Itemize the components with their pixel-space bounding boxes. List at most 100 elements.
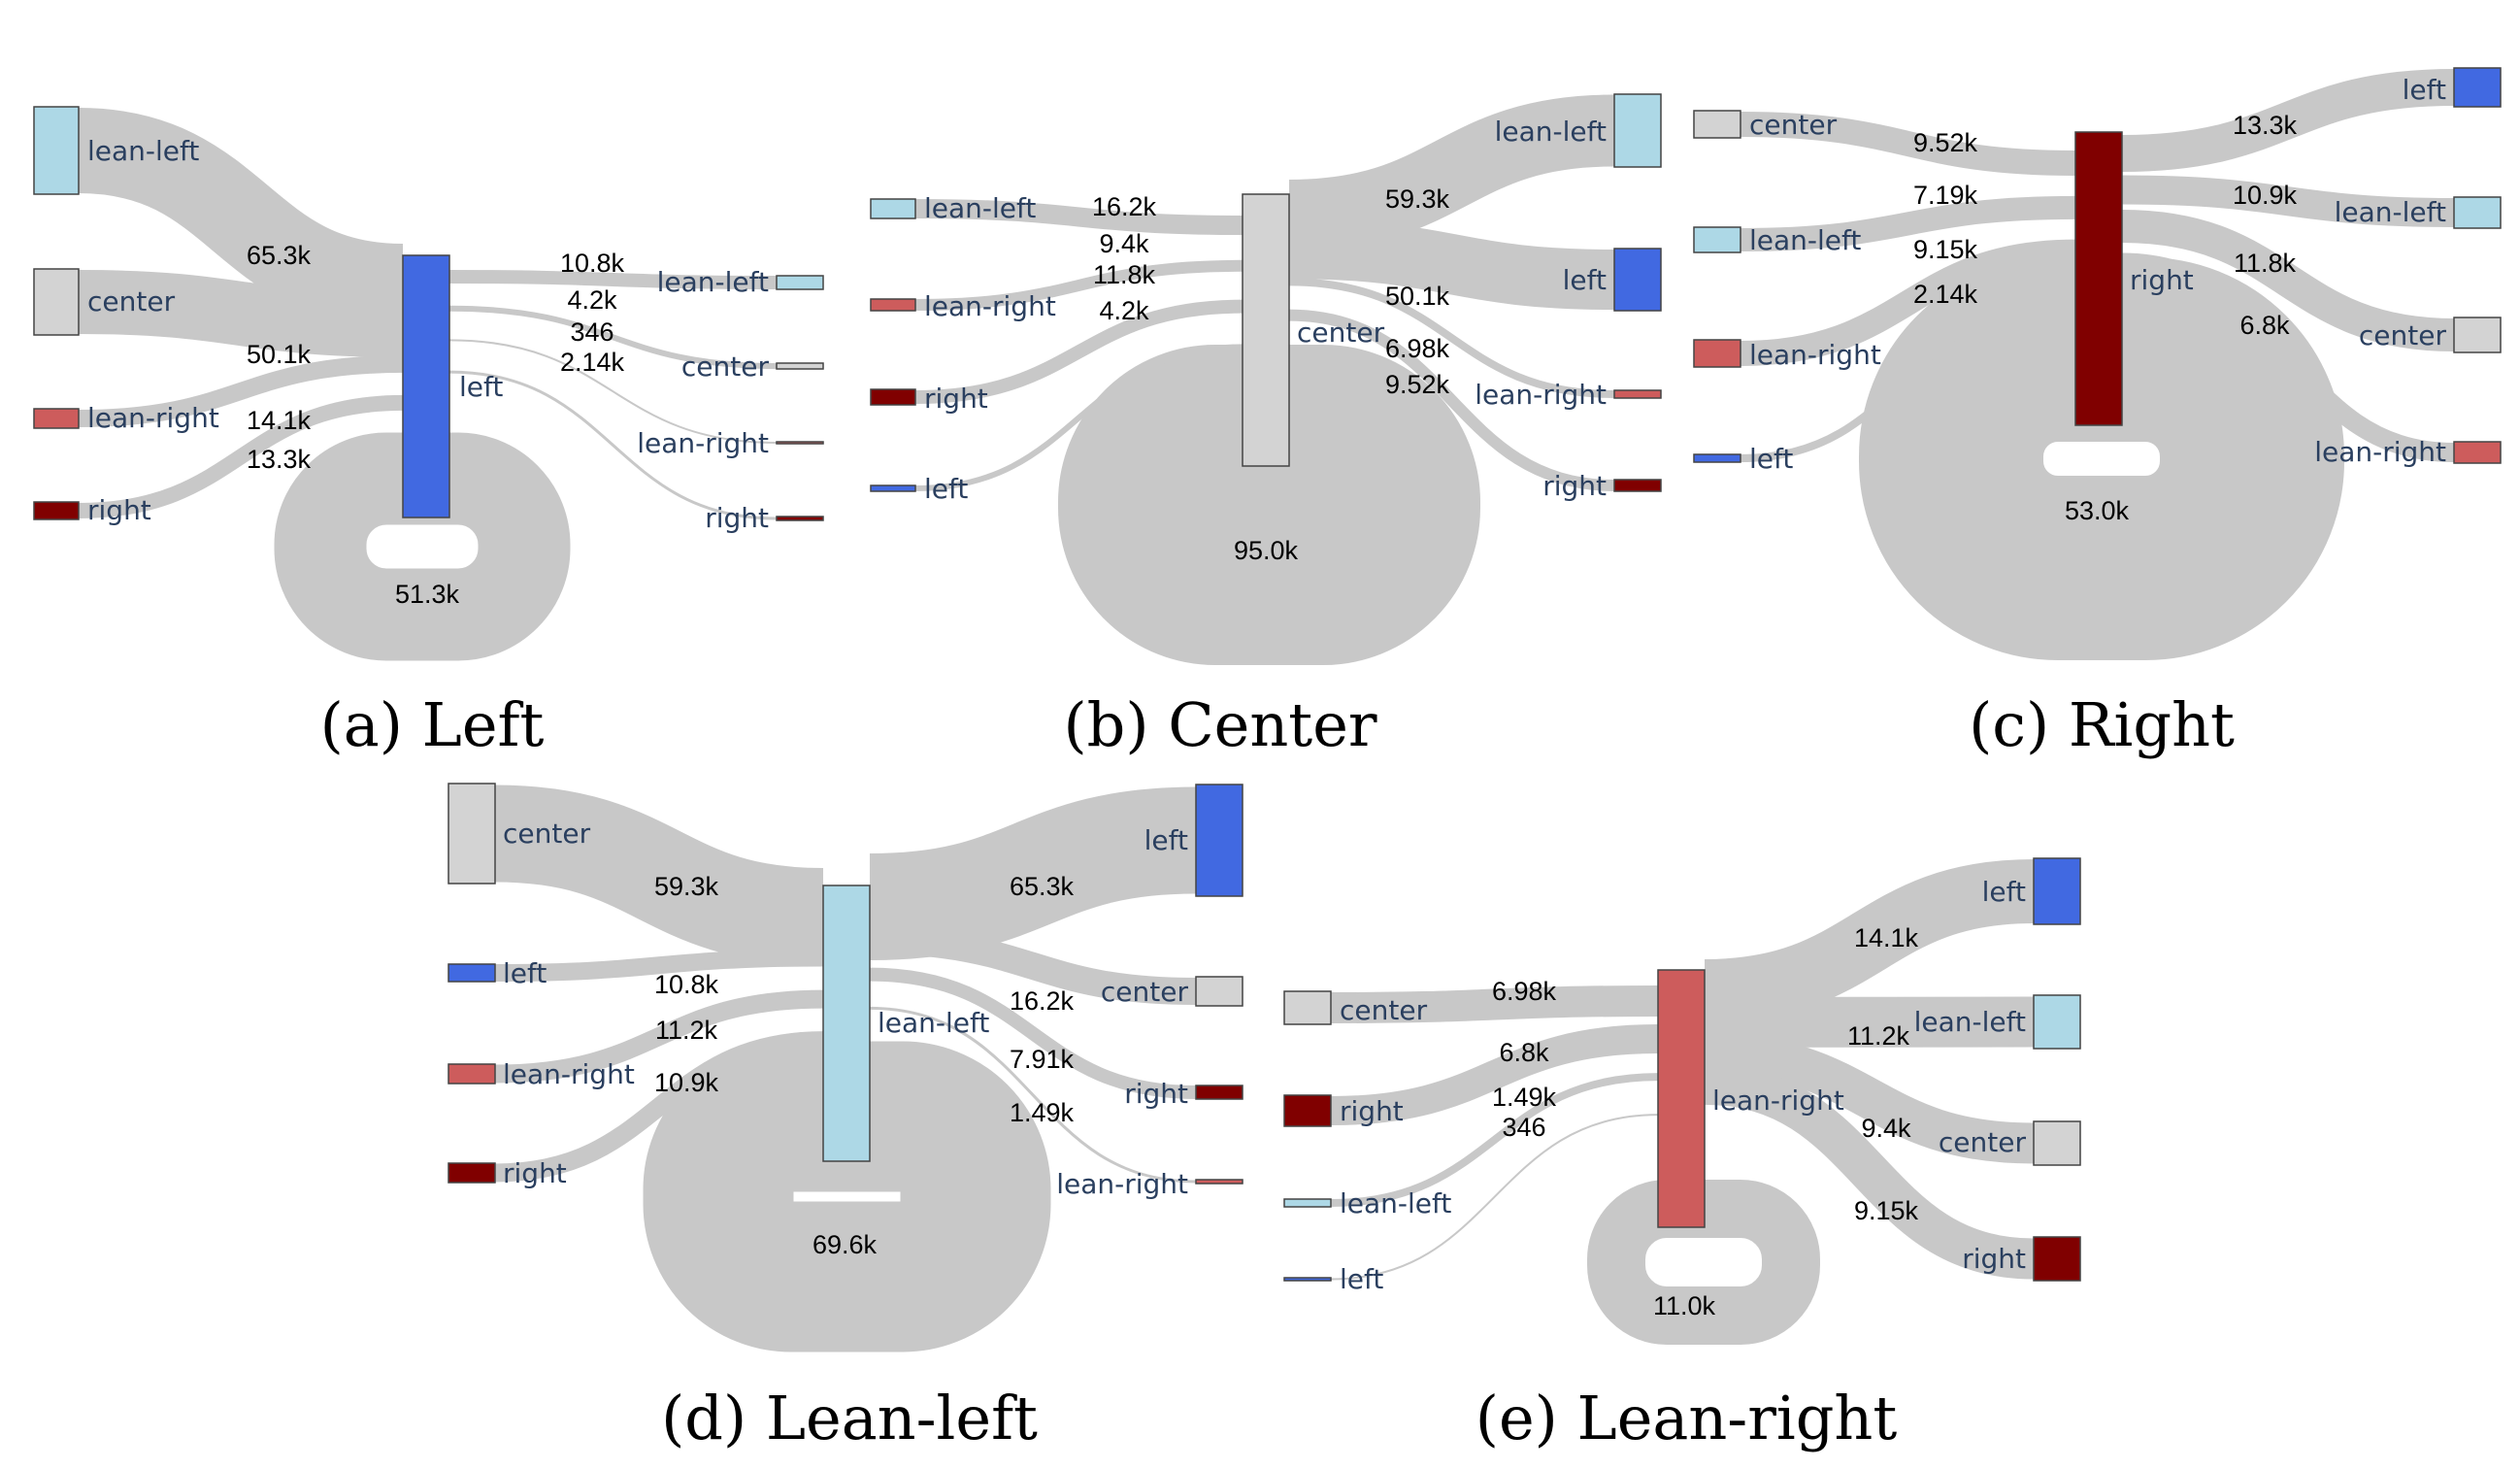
node-label: right [1962, 1243, 2026, 1275]
node-label: right [1542, 470, 1607, 502]
panel-caption: (e) Lean-right [1476, 1383, 1898, 1453]
node-label: right [1340, 1095, 1404, 1127]
panel-caption: (c) Right [1969, 689, 2235, 760]
node-source-right [33, 501, 80, 520]
link-value: 346 [570, 317, 613, 347]
node-label: lean-right [1749, 339, 1881, 371]
node-label: lean-right [87, 402, 219, 434]
node-label: center [2359, 319, 2447, 351]
node-label: left [503, 957, 547, 989]
node-label: lean-right [2314, 436, 2446, 468]
node-target-right [1195, 1085, 1243, 1100]
panel-b: lean-left 16.2k lean-right 9.4k right 11.8k le… [870, 93, 1662, 760]
link-value: 16.2k [1092, 192, 1157, 221]
node-target-center [776, 362, 824, 370]
link-right-to-focus [914, 299, 1243, 404]
link-value: 2.14k [560, 348, 625, 377]
link-value: 9.4k [1099, 229, 1149, 258]
node-label: lean-left [87, 135, 199, 167]
link-center-to-focus [1330, 985, 1659, 1023]
link-lean-left-to-focus [914, 199, 1243, 235]
node-target-lean-left [776, 275, 824, 290]
panel-c: center 9.52k lean-left 7.19k lean-right 9.15k… [1693, 67, 2502, 760]
node-label: lean-right [1475, 379, 1607, 411]
node-label: left [1749, 443, 1793, 475]
node-source-lean-right [1693, 339, 1741, 368]
node-label: lean-right [924, 290, 1056, 322]
link-value: 11.2k [1847, 1021, 1910, 1051]
node-label: right [705, 502, 769, 534]
link-value: 13.3k [247, 445, 312, 474]
node-target-center [2453, 317, 2502, 353]
link-center-to-focus [494, 785, 824, 965]
link-value: 11.8k [1093, 260, 1156, 289]
link-value: 11.8k [2234, 249, 2297, 278]
node-target-lean-left [2453, 196, 2502, 229]
link-left-to-focus [914, 344, 1243, 491]
node-source-lean-left [33, 106, 80, 195]
link-focus-to-lean-left [2121, 175, 2455, 227]
node-label: left [1563, 264, 1607, 296]
node-focus-right [2074, 131, 2123, 426]
link-value: 65.3k [1010, 872, 1075, 901]
node-label: center [1939, 1126, 2027, 1158]
node-source-center [448, 783, 496, 885]
node-focus-left [402, 254, 450, 518]
link-value: 50.1k [247, 340, 312, 369]
focus-node-label: left [459, 371, 503, 403]
node-label: right [503, 1157, 567, 1189]
link-left-to-focus [494, 949, 824, 982]
link-right-to-focus [78, 394, 404, 518]
node-source-center [1283, 990, 1332, 1025]
link-center-to-focus [78, 270, 404, 357]
link-right-to-focus [494, 1031, 824, 1183]
node-label: left [1982, 876, 2026, 908]
link-value: 9.52k [1385, 370, 1450, 399]
link-value: 14.1k [247, 406, 312, 435]
link-focus-to-center [448, 305, 778, 369]
link-value: 59.3k [654, 872, 719, 901]
node-target-lean-right [1195, 1179, 1243, 1185]
link-value: 4.2k [1099, 296, 1149, 325]
link-value: 346 [1502, 1113, 1545, 1142]
link-left-to-focus [1740, 292, 2076, 462]
link-value: 4.2k [567, 285, 617, 315]
link-focus-to-right [1704, 1063, 2035, 1280]
node-target-lean-left [1613, 93, 1662, 168]
link-value: 9.52k [1913, 128, 1978, 157]
link-value: 16.2k [1010, 986, 1075, 1016]
link-focus-to-left [869, 786, 1197, 960]
link-value: 1.49k [1492, 1083, 1557, 1112]
link-focus-to-lean-left [1288, 94, 1615, 251]
link-focus-to-left [1704, 859, 2035, 1023]
node-source-lean-right [448, 1063, 496, 1085]
link-value: 6.98k [1492, 977, 1557, 1006]
link-value: 6.98k [1385, 334, 1450, 363]
self-loop-value: 69.6k [812, 1230, 878, 1259]
link-lean-left-to-focus [1330, 1073, 1659, 1207]
link-focus-to-lean-right [2121, 252, 2455, 462]
node-target-right [776, 516, 824, 521]
node-label: lean-left [1340, 1187, 1451, 1219]
link-value: 10.9k [2233, 181, 2298, 210]
link-lean-left-to-focus [1740, 195, 2076, 251]
link-value: 14.1k [1854, 923, 1919, 952]
link-value: 11.2k [655, 1016, 718, 1045]
link-lean-left-to-focus [77, 108, 405, 329]
node-target-lean-right [2453, 441, 2502, 464]
node-label: center [87, 285, 176, 317]
node-label: lean-right [1056, 1168, 1188, 1200]
link-lean-right-to-focus [494, 989, 824, 1084]
link-focus-to-lean-right [448, 339, 778, 444]
node-source-lean-left [1693, 226, 1741, 253]
link-value: 7.19k [1913, 181, 1978, 210]
link-value: 9.15k [1913, 235, 1978, 264]
node-target-right [1613, 479, 1662, 492]
node-target-left [1613, 248, 1662, 312]
link-value: 59.3k [1385, 184, 1450, 214]
node-source-left [1693, 453, 1741, 463]
focus-node-label: lean-right [1712, 1085, 1844, 1117]
node-label: lean-left [1914, 1006, 2026, 1038]
node-source-center [33, 268, 80, 336]
